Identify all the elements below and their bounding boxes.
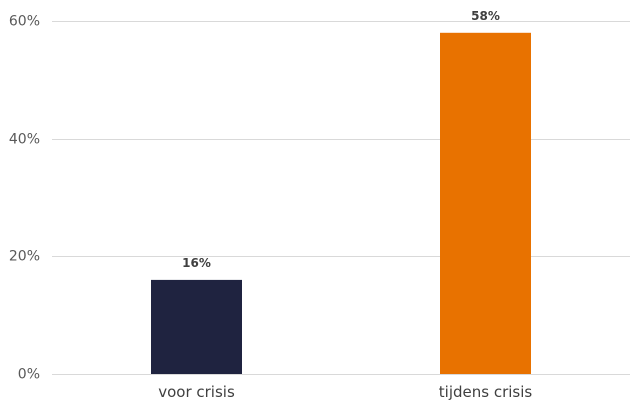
bar-value-label: 58%	[471, 9, 500, 23]
bar-value-label: 16%	[182, 256, 211, 270]
bar-tijdens-crisis	[440, 32, 531, 375]
y-tick-label: 0%	[18, 367, 40, 383]
y-tick-label: 60%	[9, 14, 40, 30]
x-axis-tick-labels: voor crisis tijdens crisis	[158, 383, 532, 401]
y-tick-label: 20%	[9, 249, 40, 265]
y-tick-label: 40%	[9, 132, 40, 148]
chart-gridlines	[52, 21, 630, 375]
bar-value-labels: 16% 58%	[182, 9, 500, 270]
y-axis-tick-labels: 0% 20% 40% 60%	[9, 14, 40, 383]
chart-bars	[151, 32, 531, 375]
bar-voor-crisis	[151, 279, 242, 374]
x-tick-label: voor crisis	[158, 383, 235, 401]
x-tick-label: tijdens crisis	[439, 383, 533, 401]
